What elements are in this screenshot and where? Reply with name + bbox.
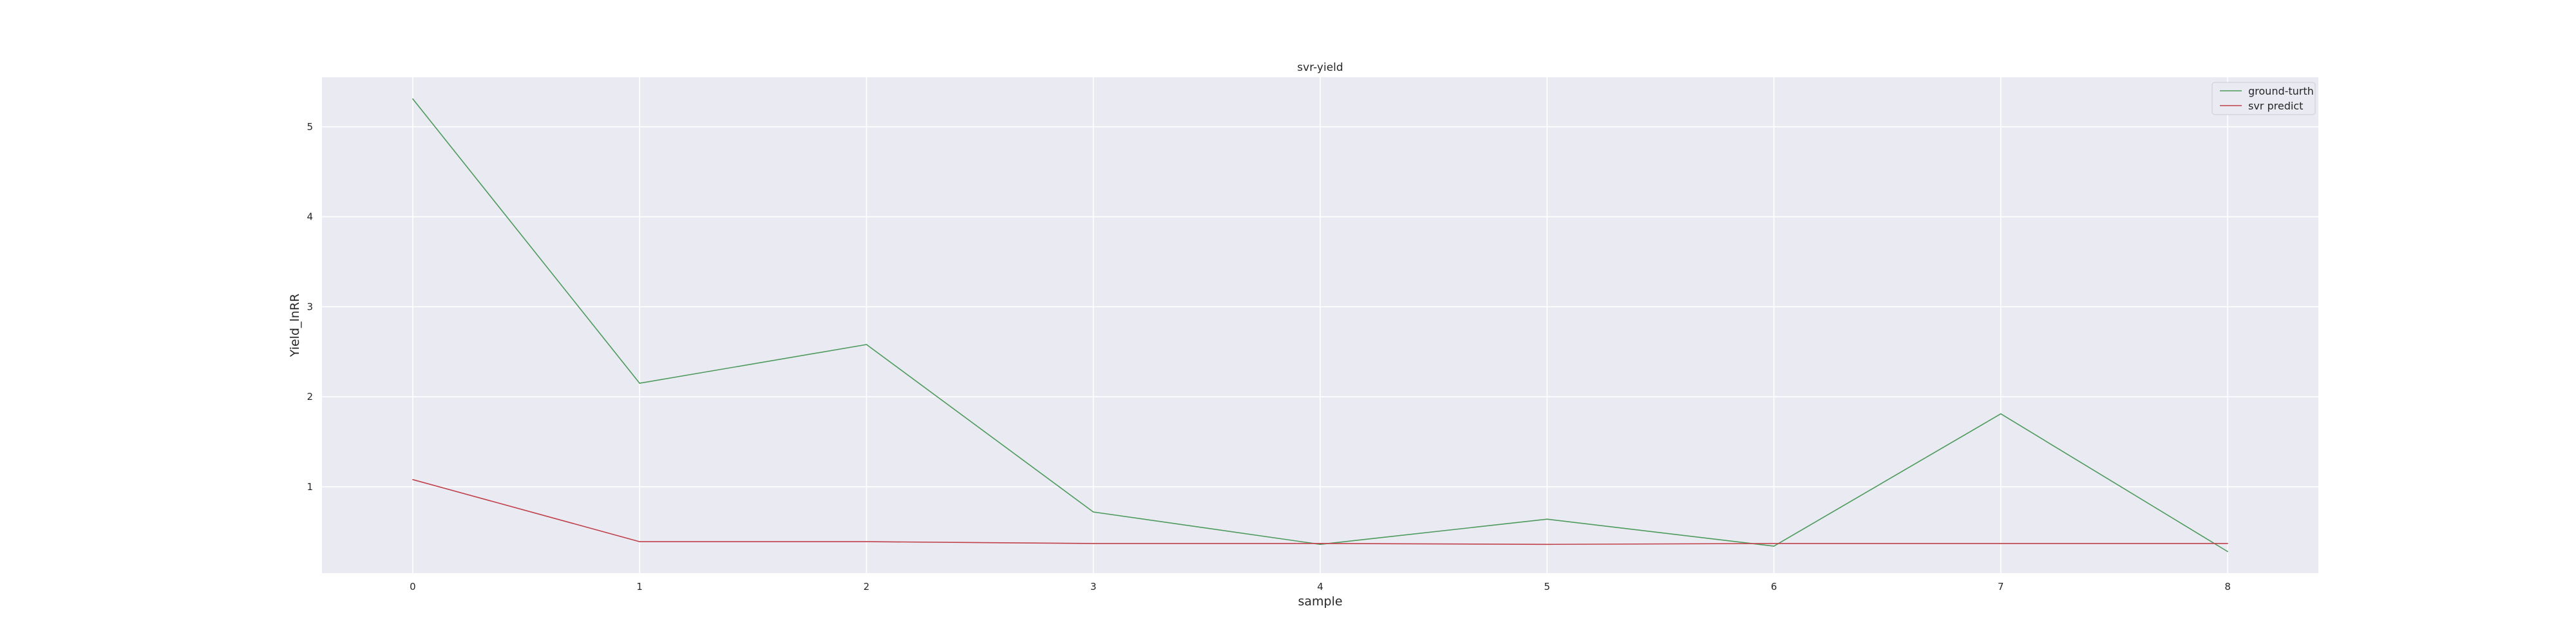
data-point-ground-turth — [1320, 544, 1321, 545]
data-point-svr-predict — [1092, 543, 1094, 544]
data-point-ground-turth — [639, 383, 640, 384]
x-tick-label: 2 — [864, 581, 870, 592]
legend-label-ground-turth: ground-turth — [2248, 85, 2314, 97]
data-point-svr-predict — [412, 478, 413, 480]
x-tick-labels: 0 1 2 3 4 5 6 7 8 — [410, 581, 2231, 592]
x-tick-label: 0 — [410, 581, 416, 592]
x-tick-label: 6 — [1771, 581, 1777, 592]
data-point-svr-predict — [1320, 543, 1321, 544]
data-point-ground-turth — [1773, 545, 1775, 547]
y-tick-label: 1 — [307, 481, 313, 493]
x-axis-label: sample — [1298, 594, 1342, 609]
data-point-svr-predict — [866, 541, 867, 542]
data-point-svr-predict — [2227, 543, 2228, 544]
x-tick-label: 1 — [636, 581, 643, 592]
y-tick-label: 2 — [307, 391, 313, 402]
data-point-ground-turth — [2227, 551, 2228, 553]
x-tick-label: 5 — [1544, 581, 1550, 592]
series-layer — [412, 98, 2228, 553]
data-point-svr-predict — [1546, 544, 1548, 545]
y-tick-label: 3 — [307, 301, 313, 312]
y-tick-label: 4 — [307, 211, 313, 223]
x-tick-label: 8 — [2224, 581, 2231, 592]
data-point-ground-turth — [1092, 511, 1094, 513]
data-point-svr-predict — [1773, 543, 1775, 544]
data-point-svr-predict — [639, 541, 640, 542]
data-point-ground-turth — [1546, 518, 1548, 520]
x-tick-label: 7 — [1998, 581, 2004, 592]
data-point-ground-turth — [866, 344, 867, 345]
legend-label-svr-predict: svr predict — [2248, 100, 2303, 112]
y-tick-label: 5 — [307, 121, 313, 133]
grid — [322, 77, 2318, 573]
data-point-svr-predict — [2000, 543, 2002, 544]
data-point-ground-turth — [412, 98, 413, 100]
y-axis-label: Yield_lnRR — [288, 294, 302, 357]
x-tick-label: 3 — [1090, 581, 1097, 592]
y-tick-labels: 1 2 3 4 5 — [307, 121, 313, 493]
x-tick-label: 4 — [1317, 581, 1323, 592]
legend: ground-turth svr predict — [2211, 82, 2316, 115]
data-point-ground-turth — [2000, 413, 2002, 415]
chart-title: svr-yield — [1297, 61, 1343, 74]
